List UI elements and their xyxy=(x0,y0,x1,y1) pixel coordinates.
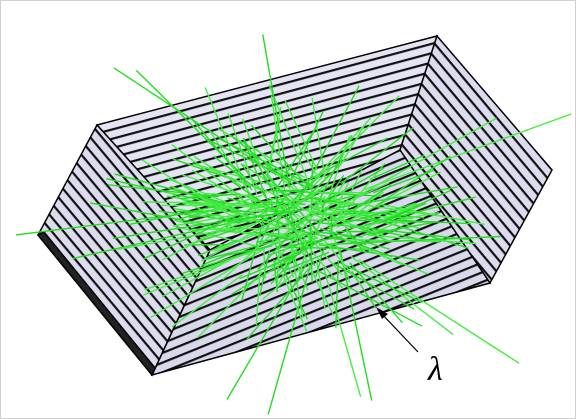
lambda-label: λ xyxy=(427,351,443,388)
ray xyxy=(270,190,304,191)
figure: λ xyxy=(0,0,576,419)
page: λ (() => { const data = JSON.parse(docum… xyxy=(0,0,576,419)
ray xyxy=(303,220,387,221)
